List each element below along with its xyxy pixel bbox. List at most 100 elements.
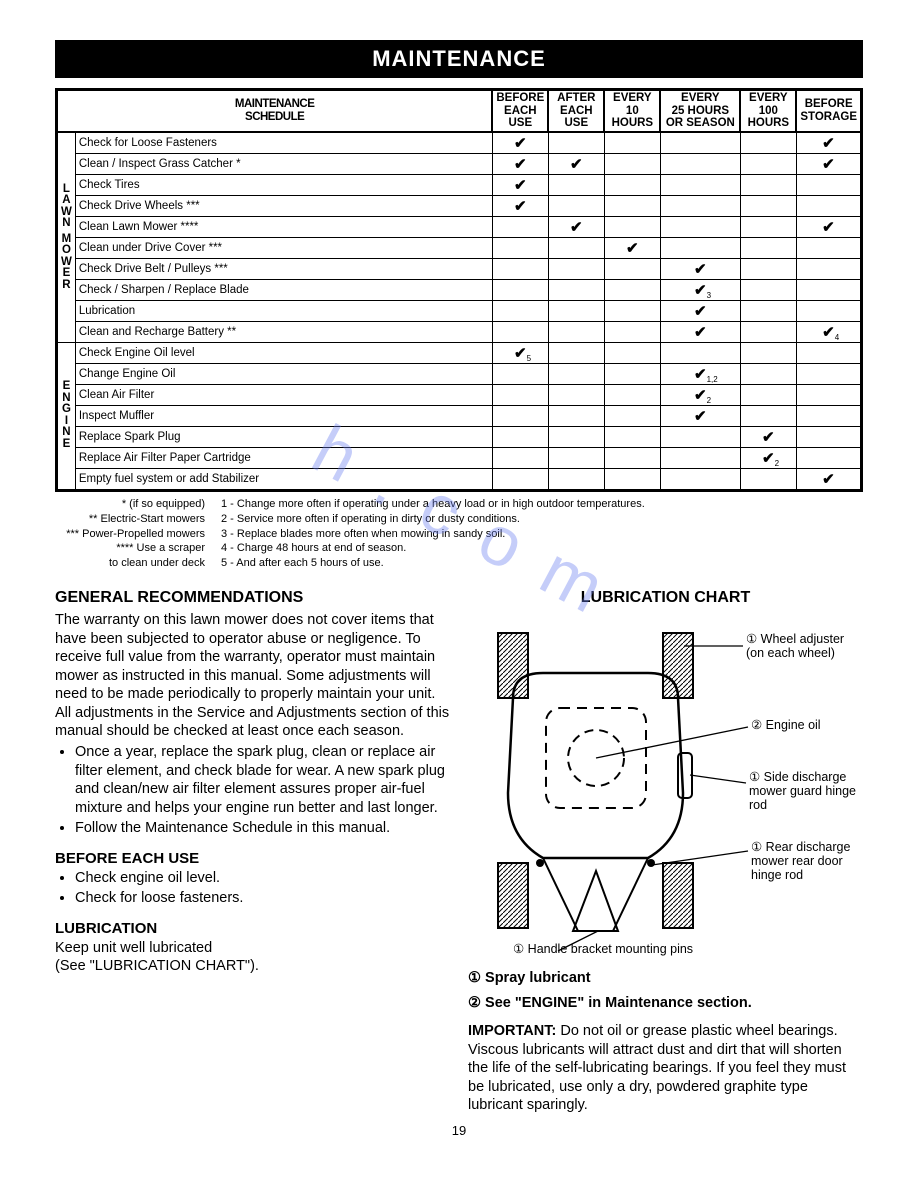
check-cell: 2 bbox=[660, 384, 740, 405]
schedule-title: MAINTENANCE SCHEDULE bbox=[57, 90, 493, 132]
check-cell bbox=[548, 363, 604, 384]
check-cell bbox=[492, 363, 548, 384]
col-before-storage: BEFORE STORAGE bbox=[796, 90, 861, 132]
check-cell: 5 bbox=[492, 342, 548, 363]
schedule-title-l1: MAINTENANCE bbox=[235, 98, 314, 110]
gen-rec-para: The warranty on this lawn mower does not… bbox=[55, 611, 450, 741]
check-cell bbox=[796, 447, 861, 468]
check-cell bbox=[660, 300, 740, 321]
check-cell bbox=[604, 216, 660, 237]
task-cell: Clean under Drive Cover *** bbox=[75, 237, 492, 258]
gen-rec-bullet: Once a year, replace the spark plug, cle… bbox=[75, 743, 450, 817]
check-cell bbox=[548, 384, 604, 405]
callout-side-discharge: ① Side discharge mower guard hinge rod bbox=[749, 771, 864, 812]
check-cell bbox=[492, 426, 548, 447]
check-cell bbox=[796, 153, 861, 174]
check-cell bbox=[604, 321, 660, 342]
check-cell bbox=[604, 405, 660, 426]
check-cell bbox=[604, 447, 660, 468]
check-cell bbox=[548, 174, 604, 195]
maintenance-schedule-table: MAINTENANCE SCHEDULE BEFORE EACH USE AFT… bbox=[55, 88, 863, 492]
check-cell bbox=[660, 426, 740, 447]
check-cell bbox=[548, 153, 604, 174]
check-cell: 3 bbox=[660, 279, 740, 300]
check-cell bbox=[740, 153, 796, 174]
check-cell bbox=[492, 153, 548, 174]
check-cell bbox=[604, 132, 660, 154]
check-cell bbox=[548, 405, 604, 426]
check-cell bbox=[660, 321, 740, 342]
task-cell: Lubrication bbox=[75, 300, 492, 321]
check-cell bbox=[548, 300, 604, 321]
check-cell bbox=[604, 237, 660, 258]
check-cell bbox=[548, 216, 604, 237]
task-cell: Clean Lawn Mower **** bbox=[75, 216, 492, 237]
col-every-100: EVERY 100 HOURS bbox=[740, 90, 796, 132]
check-cell bbox=[740, 321, 796, 342]
check-cell bbox=[492, 174, 548, 195]
footnotes: * (if so equipped)** Electric-Start mowe… bbox=[55, 497, 863, 571]
check-cell: 4 bbox=[796, 321, 861, 342]
task-cell: Check Drive Wheels *** bbox=[75, 195, 492, 216]
before-bullet: Check for loose fasteners. bbox=[75, 889, 450, 908]
check-cell bbox=[660, 237, 740, 258]
col-before-each: BEFORE EACH USE bbox=[492, 90, 548, 132]
check-cell bbox=[660, 174, 740, 195]
check-cell bbox=[740, 468, 796, 490]
footnote-right-item: 1 - Change more often if operating under… bbox=[221, 497, 863, 512]
task-cell: Change Engine Oil bbox=[75, 363, 492, 384]
task-cell: Inspect Muffler bbox=[75, 405, 492, 426]
footnote-right-item: 4 - Charge 48 hours at end of season. bbox=[221, 541, 863, 556]
footnote-left-item: to clean under deck bbox=[55, 556, 205, 571]
check-cell bbox=[796, 342, 861, 363]
check-cell bbox=[492, 447, 548, 468]
check-cell bbox=[604, 363, 660, 384]
check-cell bbox=[492, 237, 548, 258]
check-cell bbox=[660, 153, 740, 174]
footnote-right-item: 3 - Replace blades more often when mowin… bbox=[221, 527, 863, 542]
check-cell bbox=[740, 216, 796, 237]
before-bullets: Check engine oil level.Check for loose f… bbox=[55, 869, 450, 908]
gen-rec-heading: GENERAL RECOMMENDATIONS bbox=[55, 589, 450, 607]
check-cell bbox=[548, 237, 604, 258]
check-cell bbox=[548, 132, 604, 154]
check-cell bbox=[492, 321, 548, 342]
task-cell: Check Tires bbox=[75, 174, 492, 195]
check-cell bbox=[740, 363, 796, 384]
check-cell bbox=[796, 300, 861, 321]
check-cell bbox=[796, 174, 861, 195]
callout-handle-pins: ① Handle bracket mounting pins bbox=[513, 943, 763, 957]
check-cell bbox=[548, 342, 604, 363]
task-cell: Clean Air Filter bbox=[75, 384, 492, 405]
check-cell bbox=[796, 405, 861, 426]
lubrication-diagram: ① Wheel adjuster (on each wheel) ② Engin… bbox=[468, 613, 863, 963]
left-column: GENERAL RECOMMENDATIONS The warranty on … bbox=[55, 585, 450, 1115]
check-cell bbox=[740, 279, 796, 300]
legend-spray: ① Spray lubricant bbox=[468, 969, 863, 988]
page-banner: MAINTENANCE bbox=[55, 40, 863, 78]
check-cell bbox=[796, 195, 861, 216]
check-cell bbox=[740, 405, 796, 426]
check-cell bbox=[796, 216, 861, 237]
important-para: IMPORTANT: Do not oil or grease plastic … bbox=[468, 1022, 863, 1115]
lubrication-text-2: (See "LUBRICATION CHART"). bbox=[55, 957, 450, 976]
check-cell bbox=[740, 195, 796, 216]
check-cell bbox=[660, 258, 740, 279]
check-cell bbox=[796, 132, 861, 154]
check-cell bbox=[492, 384, 548, 405]
check-cell bbox=[660, 447, 740, 468]
check-cell bbox=[548, 321, 604, 342]
gen-rec-bullet: Follow the Maintenance Schedule in this … bbox=[75, 819, 450, 838]
callout-engine-oil: ② Engine oil bbox=[751, 719, 851, 733]
lubrication-text-1: Keep unit well lubricated bbox=[55, 939, 450, 958]
task-cell: Check Drive Belt / Pulleys *** bbox=[75, 258, 492, 279]
check-cell bbox=[660, 195, 740, 216]
check-cell bbox=[660, 342, 740, 363]
check-cell bbox=[604, 384, 660, 405]
footnote-left-item: * (if so equipped) bbox=[55, 497, 205, 512]
callout-wheel: ① Wheel adjuster (on each wheel) bbox=[746, 633, 856, 661]
check-cell bbox=[492, 216, 548, 237]
legend-engine: ② See "ENGINE" in Maintenance section. bbox=[468, 994, 863, 1013]
col-every-25: EVERY 25 HOURS OR SEASON bbox=[660, 90, 740, 132]
check-cell bbox=[660, 468, 740, 490]
